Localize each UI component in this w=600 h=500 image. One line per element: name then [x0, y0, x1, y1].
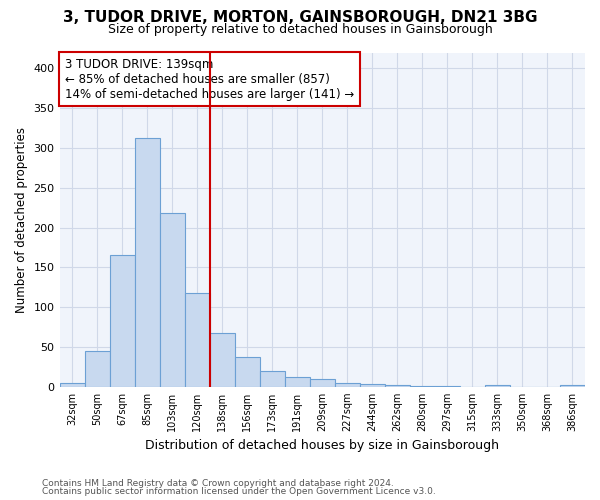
Bar — [385, 385, 410, 387]
Bar — [209, 332, 235, 387]
Text: Contains public sector information licensed under the Open Government Licence v3: Contains public sector information licen… — [42, 487, 436, 496]
Bar — [260, 371, 285, 387]
Bar — [160, 214, 185, 387]
Bar — [59, 383, 85, 387]
Text: Size of property relative to detached houses in Gainsborough: Size of property relative to detached ho… — [107, 22, 493, 36]
Bar — [110, 256, 134, 387]
Bar — [560, 385, 585, 387]
Y-axis label: Number of detached properties: Number of detached properties — [15, 126, 28, 312]
Bar — [285, 378, 310, 387]
Bar — [235, 356, 260, 387]
Bar — [85, 351, 110, 387]
Bar — [485, 385, 510, 387]
X-axis label: Distribution of detached houses by size in Gainsborough: Distribution of detached houses by size … — [145, 440, 499, 452]
Text: 3, TUDOR DRIVE, MORTON, GAINSBOROUGH, DN21 3BG: 3, TUDOR DRIVE, MORTON, GAINSBOROUGH, DN… — [63, 10, 537, 25]
Text: 3 TUDOR DRIVE: 139sqm
← 85% of detached houses are smaller (857)
14% of semi-det: 3 TUDOR DRIVE: 139sqm ← 85% of detached … — [65, 58, 354, 100]
Bar — [310, 379, 335, 387]
Bar — [360, 384, 385, 387]
Bar — [335, 383, 360, 387]
Bar — [134, 138, 160, 387]
Text: Contains HM Land Registry data © Crown copyright and database right 2024.: Contains HM Land Registry data © Crown c… — [42, 478, 394, 488]
Bar — [435, 386, 460, 387]
Bar — [185, 293, 209, 387]
Bar — [410, 386, 435, 387]
